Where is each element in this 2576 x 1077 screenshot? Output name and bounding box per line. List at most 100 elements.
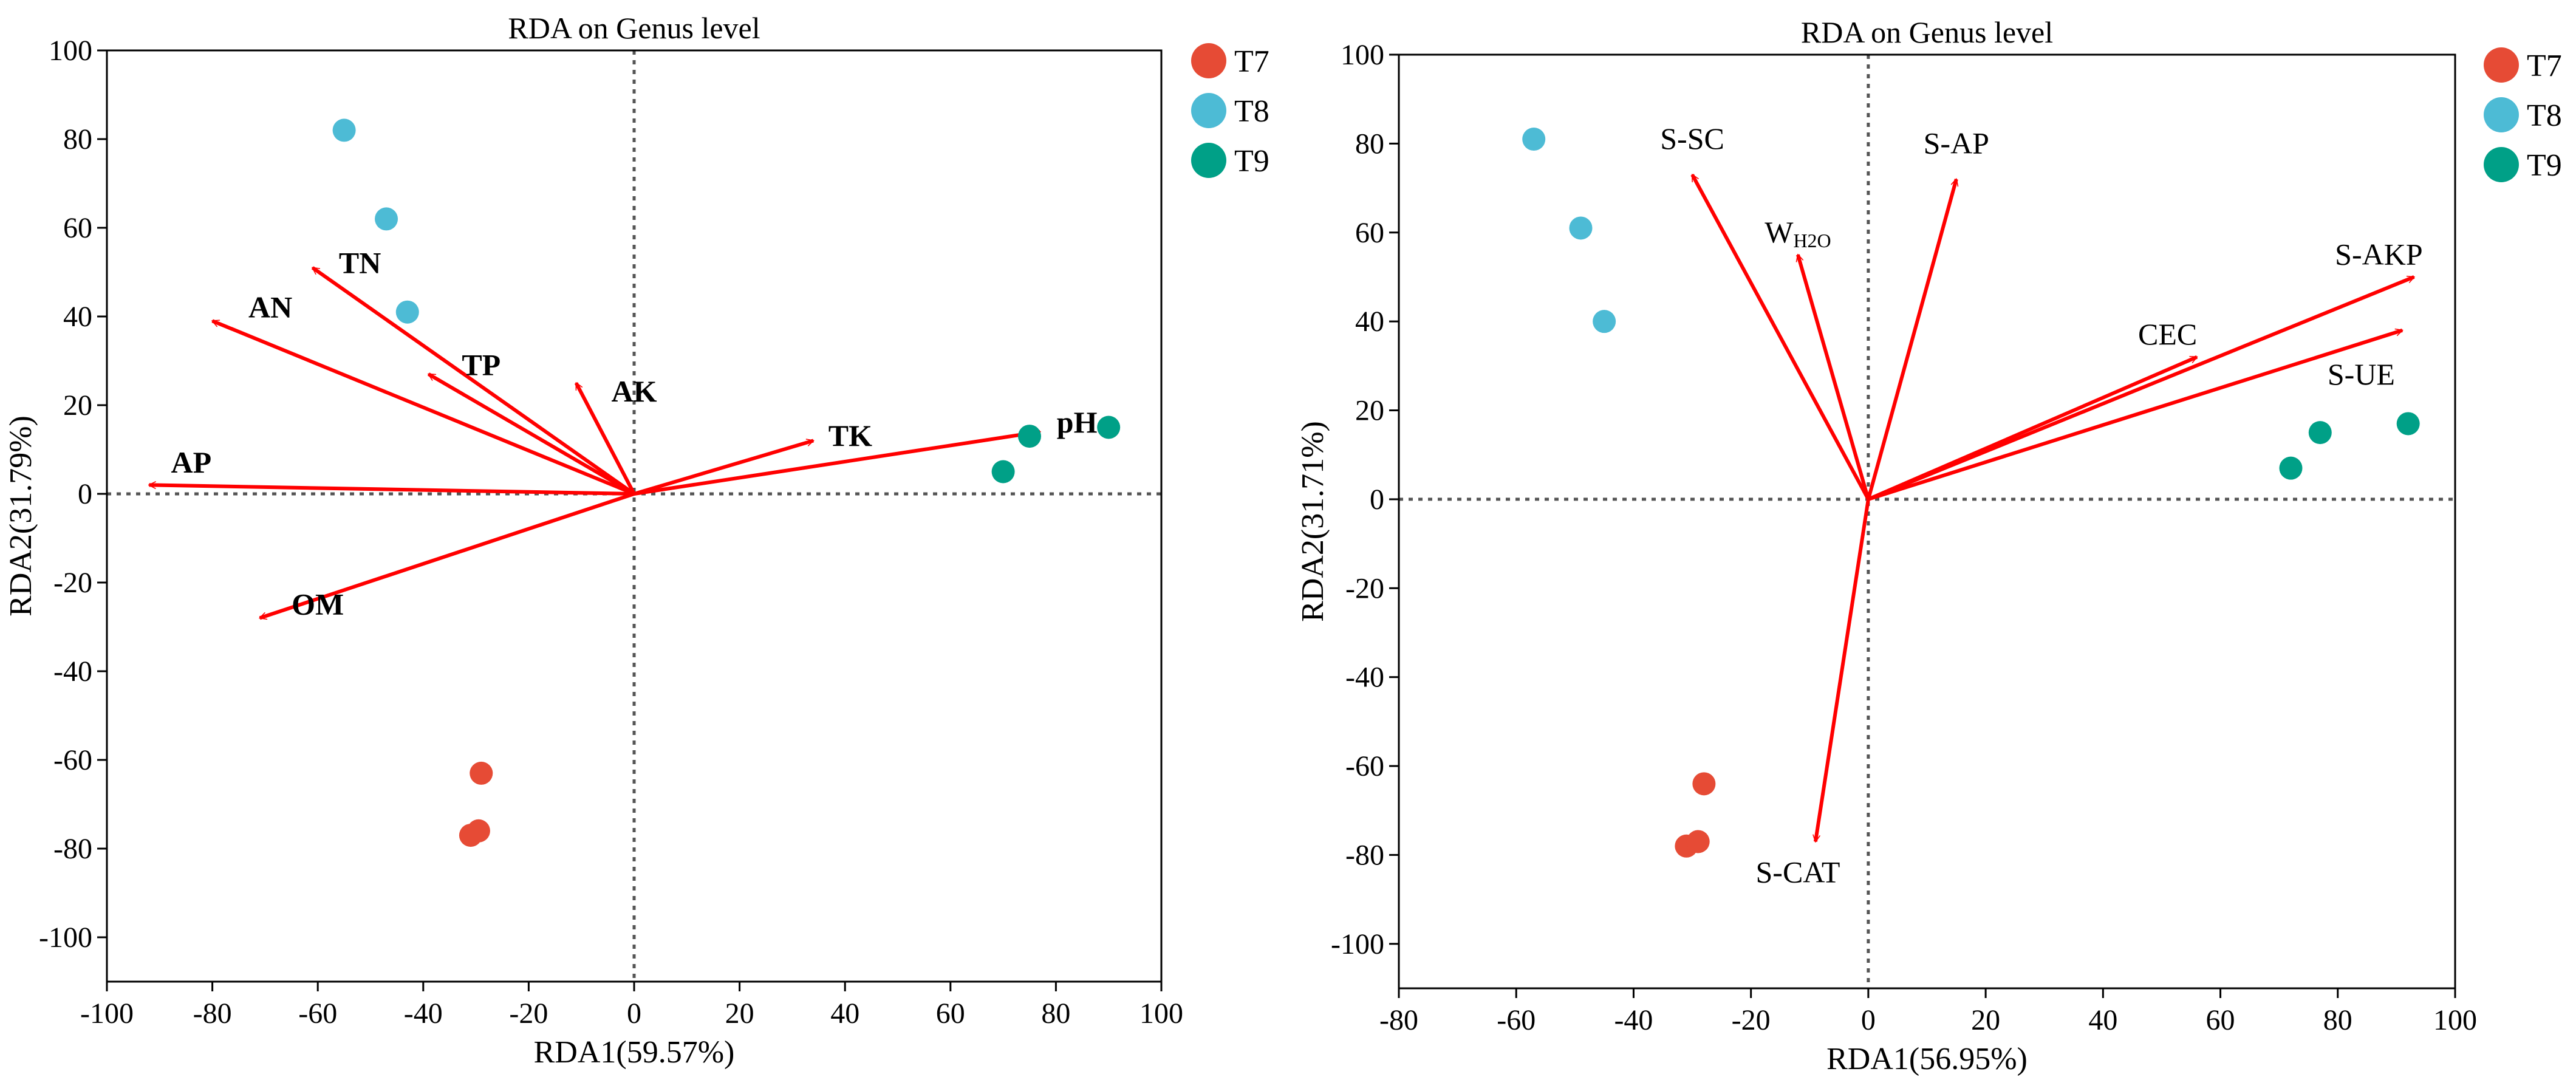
- y-tick-label: -40: [53, 655, 92, 688]
- vector-label-ph: pH: [1057, 405, 1098, 439]
- y-tick-label: 20: [63, 389, 92, 422]
- point-t8: [1522, 128, 1546, 151]
- y-tick-label: 40: [1355, 306, 1384, 338]
- y-axis-label: RDA2(31.71%): [1296, 421, 1330, 622]
- vector-label-s-ue: S-UE: [2328, 357, 2395, 391]
- x-tick-label: -60: [298, 997, 337, 1030]
- y-tick-label: -20: [53, 567, 92, 599]
- vector-arrow-s-ap: [1866, 178, 1959, 500]
- point-t7: [1692, 772, 1716, 796]
- x-tick-label: 40: [2088, 1004, 2117, 1036]
- point-t9: [2308, 421, 2332, 445]
- vector-arrow-s-ue: [1867, 328, 2403, 501]
- y-axis-label: RDA2(31.79%): [4, 415, 38, 617]
- y-tick-label: -80: [1345, 839, 1384, 871]
- x-tick-label: 60: [936, 997, 965, 1030]
- point-t8: [1593, 310, 1616, 333]
- point-t8: [375, 207, 398, 231]
- point-t7: [466, 819, 490, 843]
- point-t9: [2396, 412, 2420, 436]
- plot-frame: [1398, 53, 2456, 990]
- x-tick-label: 0: [1861, 1004, 1876, 1036]
- vector-label-w: WH2O: [1765, 215, 1831, 251]
- rda-plot-right: -80 -60 -40 -20 0 20 40 60 80 100 -100 -80 -60 -40 -20…: [1296, 15, 2562, 1076]
- x-tick-label: 100: [1139, 997, 1183, 1030]
- point-t8: [332, 118, 356, 142]
- legend-marker-t7: [2484, 47, 2519, 83]
- y-tick-label: -20: [1345, 572, 1384, 604]
- x-tick-label: 100: [2433, 1004, 2477, 1036]
- point-t8: [1569, 216, 1593, 240]
- y-tick-label: -40: [1345, 662, 1384, 694]
- y-tick-label: -100: [39, 921, 92, 954]
- vector-arrow-ph: [634, 429, 1041, 496]
- x-tick-label: -60: [1497, 1004, 1536, 1036]
- y-tick-label: -80: [53, 833, 92, 865]
- legend-label-t7: T7: [2527, 49, 2562, 83]
- y-tick-label: 40: [63, 301, 92, 333]
- x-axis-label: RDA1(56.95%): [1826, 1042, 2028, 1076]
- legend-marker-t8: [1191, 93, 1226, 128]
- point-t7: [470, 761, 493, 785]
- y-tick-label: 60: [1355, 217, 1384, 249]
- point-t9: [1097, 415, 1121, 439]
- x-tick-label: -80: [193, 997, 232, 1030]
- vector-arrow-ak: [574, 382, 636, 495]
- vector-arrow-tk: [634, 439, 815, 496]
- vector-label-s-ap: S-AP: [1924, 126, 1989, 160]
- vector-arrow-om: [259, 492, 635, 620]
- vector-arrow-tn: [311, 266, 635, 496]
- legend-label-t7: T7: [1234, 44, 1269, 79]
- y-tick-label: 20: [1355, 395, 1384, 427]
- vector-label-tp: TP: [462, 347, 501, 381]
- vector-label-s-akp: S-AKP: [2335, 237, 2422, 271]
- x-tick-label: 80: [1041, 997, 1070, 1030]
- point-t7: [1686, 830, 1710, 853]
- vector-arrow-an: [211, 319, 635, 496]
- y-tick-label: 60: [63, 212, 92, 244]
- vector-arrow-w: [1795, 253, 1870, 500]
- x-tick-label: -40: [1614, 1004, 1653, 1036]
- rda-plot-left: -100 -80 -60 -40 -20 0 20 40 60 80 100 -100 -80 -60 -4…: [4, 11, 1269, 1070]
- x-tick-label: 60: [2206, 1004, 2235, 1036]
- x-tick-label: 20: [725, 997, 754, 1030]
- chart-title: RDA on Genus level: [1801, 15, 2053, 49]
- vector-arrow-s-akp: [1867, 275, 2415, 501]
- legend-marker-t9: [1191, 143, 1226, 178]
- vector-label-cec: CEC: [2138, 317, 2197, 351]
- point-t9: [1018, 425, 1041, 448]
- vector-label-s-cat: S-CAT: [1755, 855, 1840, 889]
- vector-arrow-tp: [427, 372, 635, 496]
- x-tick-label: 20: [1971, 1004, 2000, 1036]
- legend-label-t9: T9: [2527, 148, 2562, 183]
- vector-label-tn: TN: [339, 245, 381, 279]
- y-tick-label: 0: [78, 478, 92, 510]
- vector-arrow-ap: [148, 481, 635, 496]
- y-tick-label: 100: [1341, 39, 1384, 71]
- y-tick-label: -100: [1331, 928, 1384, 960]
- vector-label-ak: AK: [612, 374, 657, 408]
- x-axis-label: RDA1(59.57%): [534, 1035, 735, 1070]
- vector-arrow-s-sc: [1690, 174, 1870, 501]
- chart-title: RDA on Genus level: [508, 11, 760, 45]
- vector-arrow-s-cat: [1812, 499, 1870, 843]
- x-tick-label: -40: [404, 997, 443, 1030]
- vector-arrow-cec: [1867, 355, 2198, 501]
- point-t8: [395, 300, 419, 324]
- vector-label-ap: AP: [171, 445, 212, 479]
- vector-label-tk: TK: [828, 419, 872, 453]
- vector-label-s-sc: S-SC: [1660, 121, 1724, 156]
- legend-marker-t7: [1191, 43, 1226, 78]
- x-tick-label: 80: [2323, 1004, 2352, 1036]
- vector-label-subscript: H2O: [1793, 230, 1831, 251]
- x-tick-label: -20: [509, 997, 548, 1030]
- point-t9: [991, 460, 1015, 484]
- legend-label-t8: T8: [2527, 98, 2562, 133]
- legend-marker-t9: [2484, 147, 2519, 182]
- x-tick-label: 0: [627, 997, 641, 1030]
- x-tick-label: -80: [1379, 1004, 1418, 1036]
- y-tick-label: 80: [63, 123, 92, 156]
- legend-label-t9: T9: [1234, 144, 1269, 179]
- x-tick-label: -20: [1732, 1004, 1771, 1036]
